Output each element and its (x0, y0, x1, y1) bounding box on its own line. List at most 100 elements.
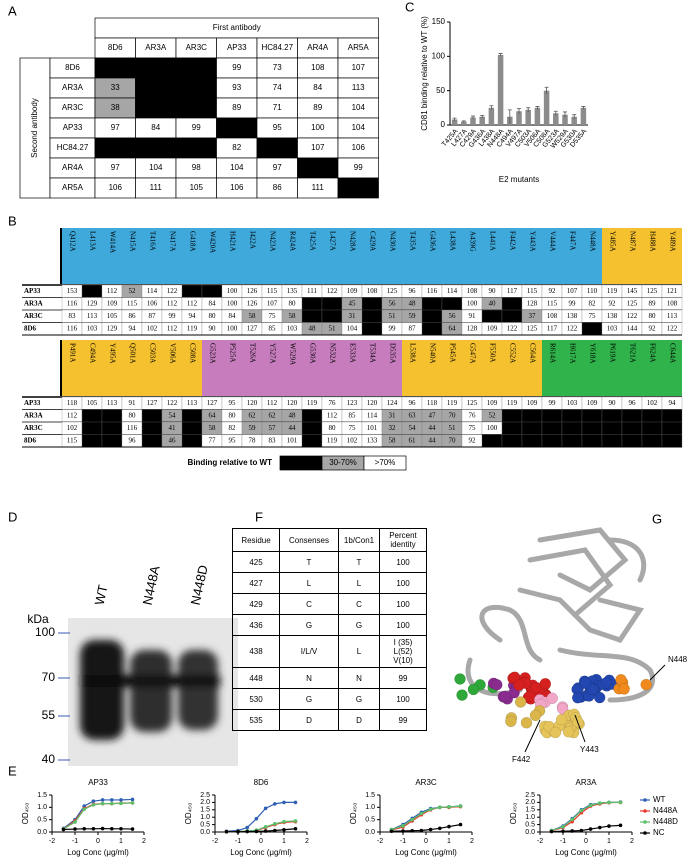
cell-value: 75 (349, 424, 357, 432)
column-header-cell (642, 340, 662, 396)
cell-value: 122 (327, 287, 338, 295)
cell-value: 122 (667, 324, 678, 332)
column-header-cell (282, 340, 302, 396)
data-point (447, 805, 451, 809)
cell-value: 102 (147, 324, 158, 332)
cell-value: 5 (190, 424, 194, 432)
bar (470, 117, 476, 125)
y-tick-label: 0.5 (37, 817, 47, 824)
y-tick-label: 0.0 (200, 829, 210, 836)
data-point (549, 829, 554, 834)
panel-label: G (652, 511, 662, 526)
atom-sphere (571, 692, 584, 704)
column-header-cell (242, 228, 262, 284)
table-row: 425 T T 100 (232, 551, 427, 573)
table-row: 448 N N 99 (232, 667, 427, 689)
x-tick-label: 1 (447, 838, 451, 845)
cell-value: 107 (567, 287, 578, 295)
cell-value: 94 (129, 324, 137, 332)
cell-value: 113 (87, 312, 98, 320)
x-tick-label: 1 (282, 838, 286, 845)
data-point (263, 825, 268, 829)
column-header-cell (122, 228, 142, 284)
column-header-cell (282, 228, 302, 284)
bar (553, 113, 559, 125)
x-tick-label: -1 (72, 838, 78, 845)
cell-value: 113 (187, 399, 198, 407)
cell-value: 58 (209, 424, 217, 432)
legend-label: NC (653, 828, 665, 837)
cell-value: 99 (569, 299, 577, 307)
column-header-cell (622, 228, 642, 284)
cell-value: 82 (229, 424, 237, 432)
cell-value: 103 (567, 399, 578, 407)
column-name: Y443A (528, 231, 536, 252)
cell-value: 83 (69, 312, 77, 320)
cell-value: 120 (367, 399, 378, 407)
cell-value: 100 (311, 123, 325, 132)
x-axis-label: Log Conc (μg/ml) (67, 848, 129, 857)
cell-value: 105 (107, 312, 118, 320)
bar (543, 90, 550, 125)
y-axis-label: OD₄₅₀ (349, 803, 358, 825)
error-bar (581, 106, 586, 110)
cell-value: 106 (147, 299, 158, 307)
panel-label: A (8, 3, 17, 18)
cell-value: 112 (327, 411, 338, 419)
column-name: I422A (248, 231, 256, 249)
cell-value: 104 (352, 103, 366, 112)
cell-value: 70 (449, 436, 457, 444)
error-bar (498, 53, 503, 57)
y-tick-label: 0 (441, 120, 446, 129)
cell-value: 75 (269, 312, 277, 320)
data-point (579, 828, 584, 833)
column-name: Y489A (668, 231, 676, 252)
column-name: W529A (288, 343, 296, 365)
cell-value: 75 (589, 312, 597, 320)
column-name: V506A (168, 343, 176, 364)
cell-value: 101 (287, 436, 298, 444)
cell-value: 12 (309, 424, 317, 432)
column-header-cell (202, 340, 222, 396)
table-cell: 530 (232, 688, 280, 710)
table-cell: D (279, 709, 339, 731)
column-name: E533A (348, 343, 356, 363)
data-point (282, 827, 286, 832)
cell-value: 118 (427, 399, 438, 407)
table-cell: C (338, 593, 380, 615)
data-point (419, 828, 424, 833)
annotation-line (524, 719, 541, 753)
data-point (119, 826, 123, 831)
row-name: AP33 (24, 287, 41, 295)
cell-value: 5 (150, 424, 154, 432)
chart-title: AP33 (88, 778, 108, 787)
cell-value: 90 (489, 287, 497, 295)
error-bar (572, 114, 577, 119)
cell-value: 10 (609, 436, 617, 444)
cell-value: 64 (449, 324, 457, 332)
cell-value: 20 (151, 103, 160, 112)
cell-value: 52 (129, 287, 137, 295)
cell-value: 94 (669, 399, 677, 407)
cell-value: 106 (109, 183, 123, 192)
data-point (263, 806, 268, 811)
data-point (598, 825, 602, 830)
column-header-cell (562, 228, 582, 284)
y-tick-label: 0.0 (37, 829, 47, 836)
table-edge (60, 340, 62, 396)
column-header-cell (82, 340, 102, 396)
conservation-table: Residue Consenses 1b/Con1 Percent identity 4… (232, 528, 427, 731)
cell-value: 86 (273, 183, 282, 192)
table-row: 429 C C 100 (232, 593, 427, 615)
bar (479, 116, 485, 125)
y-tick-label: 1.5 (365, 792, 375, 799)
table-cell: G (338, 614, 380, 636)
marker-label: 70 (42, 670, 56, 684)
column-header-cell (482, 228, 502, 284)
data-point (91, 799, 96, 803)
cell-value: 125 (527, 324, 538, 332)
error-bar (480, 114, 485, 119)
x-tick-label: -1 (400, 838, 406, 845)
table-cell: 100 (379, 688, 427, 710)
table-cell: G (279, 614, 339, 636)
